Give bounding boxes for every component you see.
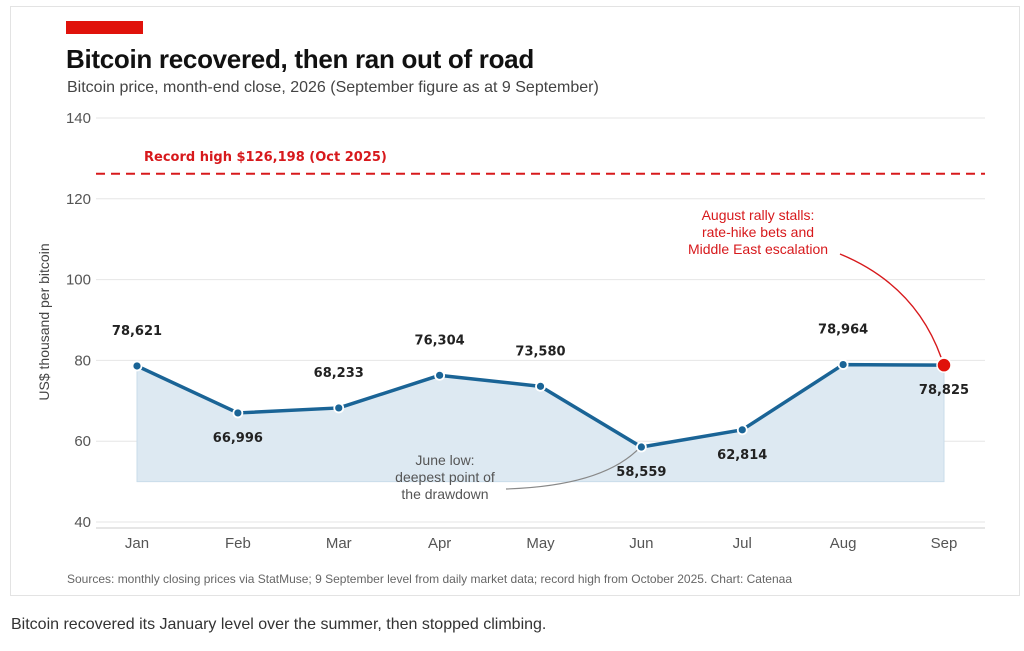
data-label-feb: 66,996 <box>213 431 263 446</box>
chart-title: Bitcoin recovered, then ran out of road <box>66 44 534 74</box>
y-axis-title: US$ thousand per bitcoin <box>36 243 52 400</box>
x-tick-label-jun: Jun <box>629 535 653 552</box>
x-tick-label-sep: Sep <box>931 535 958 552</box>
y-tick-label-40: 40 <box>74 514 91 531</box>
data-label-jun: 58,559 <box>616 465 666 480</box>
data-point-mar <box>333 402 345 414</box>
data-label-aug: 78,964 <box>818 323 868 338</box>
data-point-apr <box>434 369 446 381</box>
data-point-jan <box>131 360 143 372</box>
record-high-label: Record high $126,198 (Oct 2025) <box>144 150 387 165</box>
axes: 40 60 80 100 120 140 US$ thousand per bitcoin J… <box>36 110 985 552</box>
data-point-sep <box>936 357 952 373</box>
record-high-reference: Record high $126,198 (Oct 2025) <box>96 150 985 175</box>
data-label-apr: 76,304 <box>415 333 465 348</box>
y-tick-label-100: 100 <box>66 272 91 289</box>
y-tick-label-80: 80 <box>74 352 91 369</box>
accent-bar <box>66 21 143 34</box>
data-point-jul <box>736 424 748 436</box>
source-note: Sources: monthly closing prices via Stat… <box>67 572 793 586</box>
data-points <box>131 357 952 453</box>
annotation-jun-line-2: deepest point of <box>395 469 495 485</box>
annotation-connector-jun <box>505 449 638 490</box>
x-tick-label-aug: Aug <box>830 535 857 552</box>
data-point-jun <box>635 441 647 453</box>
annotations: August rally stalls:rate-hike bets andMi… <box>395 207 942 502</box>
annotation-connector-sep <box>839 253 942 358</box>
line-chart: Record high $126,198 (Oct 2025) August r… <box>36 110 985 552</box>
x-tick-label-feb: Feb <box>225 535 251 552</box>
data-point-may <box>535 380 546 392</box>
chart-card <box>10 6 1020 596</box>
x-tick-label-apr: Apr <box>428 535 451 552</box>
chart-subtitle: Bitcoin price, month-end close, 2026 (Se… <box>67 79 599 96</box>
x-tick-label-may: May <box>526 535 555 552</box>
x-tick-label-jan: Jan <box>125 535 149 552</box>
x-tick-label-mar: Mar <box>326 535 352 552</box>
data-point-feb <box>232 407 244 419</box>
annotation-sep-line-2: rate-hike bets and <box>702 224 814 240</box>
figure-caption: Bitcoin recovered its January level over… <box>11 616 547 633</box>
y-tick-label-140: 140 <box>66 110 91 127</box>
data-label-sep: 78,825 <box>919 383 969 398</box>
data-label-may: 73,580 <box>515 344 565 359</box>
data-point-aug <box>837 359 849 370</box>
annotation-sep-line-3: Middle East escalation <box>688 241 828 257</box>
data-labels: 78,621 66,996 68,233 76,304 73,580 58,559 62,8… <box>112 323 969 480</box>
annotation-sep-line-1: August rally stalls: <box>702 207 815 223</box>
y-tick-label-60: 60 <box>74 433 91 450</box>
y-tick-label-120: 120 <box>66 191 91 208</box>
data-label-jul: 62,814 <box>717 448 767 463</box>
data-label-jan: 78,621 <box>112 324 162 339</box>
data-label-mar: 68,233 <box>314 366 364 381</box>
annotation-jun-line-1: June low: <box>415 452 474 468</box>
x-tick-label-jul: Jul <box>733 535 752 552</box>
annotation-jun-line-3: the drawdown <box>401 486 488 502</box>
